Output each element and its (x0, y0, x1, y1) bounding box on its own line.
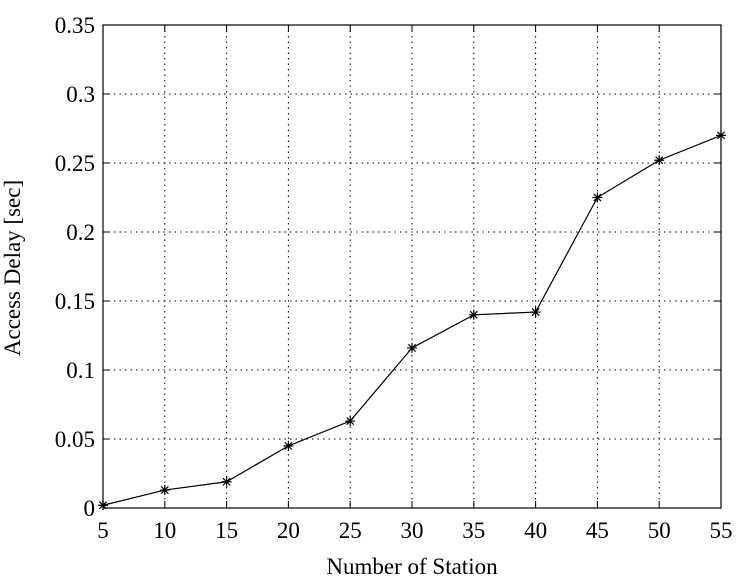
y-tick-label: 0.3 (66, 82, 95, 107)
y-tick-label: 0.05 (55, 427, 95, 452)
marker (530, 307, 541, 318)
y-tick-label: 0.35 (55, 13, 95, 38)
x-tick-label: 45 (586, 518, 609, 543)
marker (221, 476, 232, 487)
x-tick-label: 10 (153, 518, 176, 543)
marker (407, 342, 417, 353)
marker (345, 416, 356, 427)
y-tick-label: 0.25 (55, 151, 95, 176)
y-tick-label: 0.15 (55, 289, 95, 314)
x-tick-label: 50 (648, 518, 671, 543)
y-axis-label: Access Delay [sec] (0, 180, 25, 356)
x-tick-label: 40 (524, 518, 547, 543)
marker (592, 192, 603, 203)
marker (654, 155, 665, 166)
x-tick-label: 25 (339, 518, 362, 543)
marker (468, 309, 479, 320)
plot-frame (102, 24, 722, 509)
y-tick-label: 0.2 (66, 220, 95, 245)
marker (283, 440, 294, 451)
marker (716, 130, 726, 141)
y-tick-label: 0 (84, 496, 96, 521)
marker (98, 500, 108, 511)
marker (159, 485, 170, 496)
x-tick-label: 5 (97, 518, 109, 543)
x-tick-label: 15 (215, 518, 238, 543)
y-tick-label: 0.1 (66, 358, 95, 383)
x-axis-label: Number of Station (326, 554, 498, 579)
x-tick-label: 30 (401, 518, 424, 543)
x-tick-label: 55 (710, 518, 733, 543)
x-tick-label: 35 (462, 518, 485, 543)
x-tick-label: 20 (277, 518, 300, 543)
